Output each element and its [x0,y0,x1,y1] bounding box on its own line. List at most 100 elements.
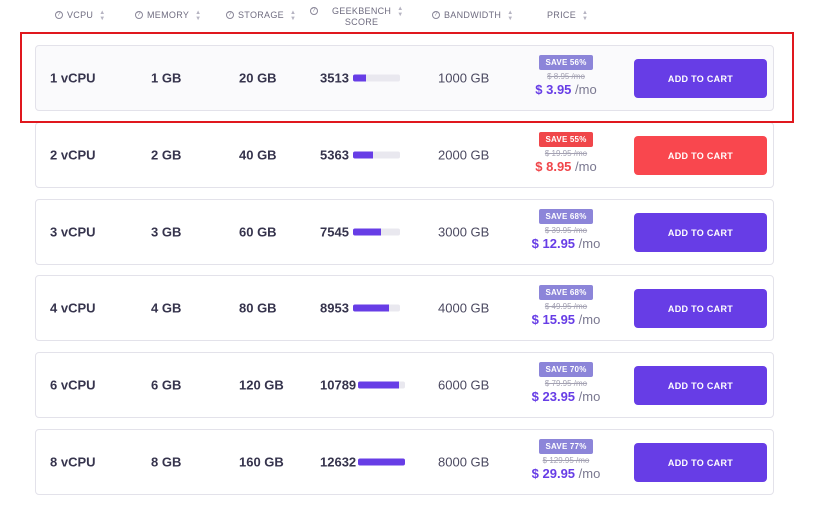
sort-arrows-icon[interactable]: ▲ ▼ [99,10,106,22]
header-vcpu[interactable]: ? VCPU ▲ ▼ [55,10,105,30]
plan-vcpu: 4 vCPU [50,300,96,316]
add-to-cart-button[interactable]: ADD TO CART [634,136,767,175]
current-price: $ 3.95 /mo [526,82,606,97]
current-price-amount: $ 15.95 [531,312,576,327]
plan-bandwidth: 6000 GB [438,377,490,393]
geekbench-bar [358,381,405,389]
plan-bandwidth: 8000 GB [438,454,490,470]
discount-badge: SAVE 77% [539,439,593,454]
current-price-amount: $ 3.95 [535,82,572,97]
per-month: /mo [571,82,597,97]
plan-storage: 20 GB [239,70,277,86]
plan-row: 6 vCPU 6 GB 120 GB 10789 6000 GB SAVE 70… [35,352,774,418]
per-month: /mo [575,312,601,327]
plan-bandwidth: 2000 GB [438,147,490,163]
help-icon[interactable]: ? [55,11,63,19]
sort-arrows-icon[interactable]: ▲ ▼ [289,10,297,22]
plan-geekbench: 10789 [320,377,357,393]
plan-price: SAVE 56% $ 8.95 /mo $ 3.95 /mo [526,52,606,97]
current-price: $ 23.95 /mo [526,389,606,404]
plan-bandwidth: 1000 GB [438,70,490,86]
header-bandwidth-label: BANDWIDTH [444,10,502,20]
geekbench-bar [353,151,400,159]
current-price-amount: $ 29.95 [531,466,576,481]
plan-storage: 120 GB [239,377,284,393]
add-to-cart-button[interactable]: ADD TO CART [634,213,767,252]
header-memory[interactable]: ? MEMORY ▲ ▼ [135,10,201,30]
plan-row: 2 vCPU 2 GB 40 GB 5363 2000 GB SAVE 55% … [35,122,774,188]
discount-badge: SAVE 70% [539,362,593,377]
geekbench-bar-fill [358,381,400,389]
table-header: ? VCPU ▲ ▼ ? MEMORY ▲ ▼ ? STORAGE ▲ ▼ ? GEE… [0,0,817,36]
discount-badge: SAVE 56% [539,55,593,70]
sort-arrows-icon[interactable]: ▲ ▼ [397,6,404,18]
current-price-amount: $ 12.95 [531,236,576,251]
sort-arrows-icon[interactable]: ▲ ▼ [507,10,514,22]
current-price: $ 8.95 /mo [526,159,606,174]
plan-price: SAVE 77% $ 129.95 /mo $ 29.95 /mo [526,436,606,481]
header-vcpu-label: VCPU [67,10,94,20]
add-to-cart-button[interactable]: ADD TO CART [634,443,767,482]
header-bandwidth[interactable]: ? BANDWIDTH ▲ ▼ [432,10,513,30]
header-memory-label: MEMORY [147,10,190,20]
plan-price: SAVE 68% $ 49.95 /mo $ 15.95 /mo [526,282,606,327]
plan-memory: 2 GB [151,147,182,163]
plan-vcpu: 8 vCPU [50,454,96,470]
discount-badge: SAVE 55% [539,132,593,147]
geekbench-bar [353,304,400,312]
plan-memory: 1 GB [151,70,182,86]
geekbench-bar-fill [353,228,382,236]
per-month: /mo [571,159,597,174]
geekbench-bar-fill [358,458,405,466]
header-price-label: PRICE [547,10,577,20]
old-price: $ 129.95 /mo [542,456,590,465]
plan-price: SAVE 70% $ 79.95 /mo $ 23.95 /mo [526,359,606,404]
old-price: $ 39.95 /mo [544,226,588,235]
help-icon[interactable]: ? [226,11,234,19]
plan-storage: 80 GB [239,300,277,316]
plan-vcpu: 6 vCPU [50,377,96,393]
plan-memory: 8 GB [151,454,182,470]
sort-arrows-icon[interactable]: ▲ ▼ [195,10,202,22]
per-month: /mo [575,389,601,404]
geekbench-bar-fill [353,304,389,312]
current-price: $ 12.95 /mo [526,236,606,251]
plan-memory: 4 GB [151,300,182,316]
plan-row: 8 vCPU 8 GB 160 GB 12632 8000 GB SAVE 77… [35,429,774,495]
current-price-amount: $ 8.95 [535,159,572,174]
plan-bandwidth: 4000 GB [438,300,490,316]
geekbench-bar [353,228,400,236]
current-price: $ 29.95 /mo [526,466,606,481]
discount-badge: SAVE 68% [539,209,593,224]
sort-arrows-icon[interactable]: ▲ ▼ [582,10,589,22]
header-price[interactable]: PRICE ▲ ▼ [547,10,588,30]
header-storage[interactable]: ? STORAGE ▲ ▼ [226,10,296,30]
plan-memory: 6 GB [151,377,182,393]
header-geekbench-score-label: SCORE [344,17,379,27]
help-icon[interactable]: ? [135,11,143,19]
per-month: /mo [575,236,601,251]
old-price: $ 19.95 /mo [544,149,588,158]
header-geekbench-label: GEEKBENCH [332,6,392,16]
per-month: /mo [575,466,601,481]
plan-geekbench: 8953 [320,300,349,316]
old-price: $ 49.95 /mo [544,302,588,311]
plan-memory: 3 GB [151,224,182,240]
plan-storage: 160 GB [239,454,284,470]
header-geekbench[interactable]: ? GEEKBENCH SCORE ▲ ▼ [310,6,404,27]
add-to-cart-button[interactable]: ADD TO CART [634,289,767,328]
plan-geekbench: 7545 [320,224,349,240]
current-price: $ 15.95 /mo [526,312,606,327]
plan-storage: 60 GB [239,224,277,240]
add-to-cart-button[interactable]: ADD TO CART [634,366,767,405]
add-to-cart-button[interactable]: ADD TO CART [634,59,767,98]
help-icon[interactable]: ? [310,7,318,15]
plan-row: 1 vCPU 1 GB 20 GB 3513 1000 GB SAVE 56% … [35,45,774,111]
geekbench-bar-fill [353,74,367,82]
plan-vcpu: 2 vCPU [50,147,96,163]
plan-geekbench: 3513 [320,70,349,86]
plan-price: SAVE 55% $ 19.95 /mo $ 8.95 /mo [526,129,606,174]
old-price: $ 8.95 /mo [547,72,585,81]
header-storage-label: STORAGE [238,10,284,20]
help-icon[interactable]: ? [432,11,440,19]
